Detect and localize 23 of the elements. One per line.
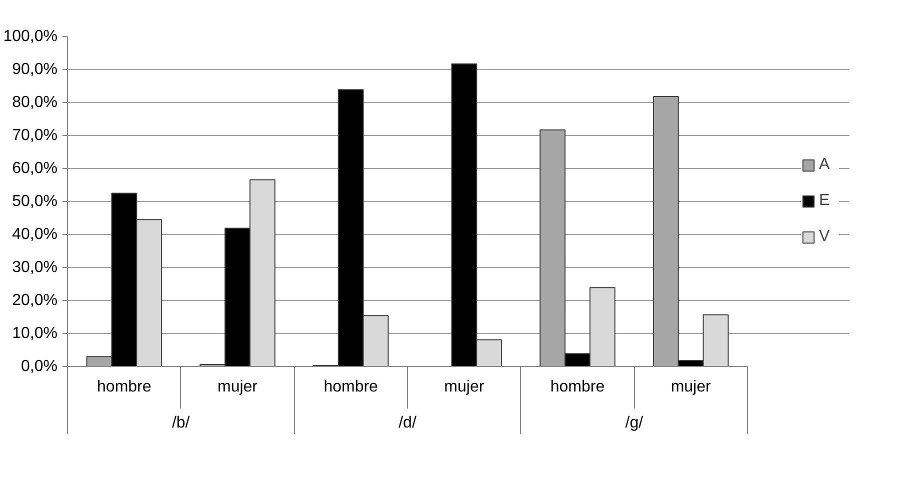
x-tick-label: hombre (550, 378, 605, 396)
text: /d/ (398, 414, 417, 432)
legend-label: A (819, 156, 831, 174)
y-tick-label: 80,0% (12, 94, 58, 111)
y-tick-label: 40,0% (12, 226, 58, 243)
y-tick-label: 100,0% (3, 28, 58, 45)
y-tick-label: 10,0% (12, 325, 58, 342)
x-tick-label: hombre (324, 378, 378, 396)
y-tick-label: 50,0% (12, 193, 58, 210)
x-tick-label: mujer (670, 378, 712, 396)
x-tick-label: mujer (217, 378, 258, 396)
y-tick-label: 30,0% (12, 259, 58, 276)
y-tick-label: 0,0% (21, 358, 58, 375)
text: /b/ (172, 414, 190, 432)
text: /g/ (625, 414, 644, 432)
legend-label: V (819, 228, 831, 246)
x-tick-label: hombre (97, 378, 152, 396)
legend-label: E (819, 192, 831, 210)
y-tick-label: 20,0% (12, 292, 58, 309)
y-tick-label: 60,0% (12, 160, 58, 177)
x-tick-label: mujer (444, 378, 485, 396)
y-tick-label: 70,0% (12, 127, 58, 144)
y-tick-label: 90,0% (12, 61, 58, 78)
